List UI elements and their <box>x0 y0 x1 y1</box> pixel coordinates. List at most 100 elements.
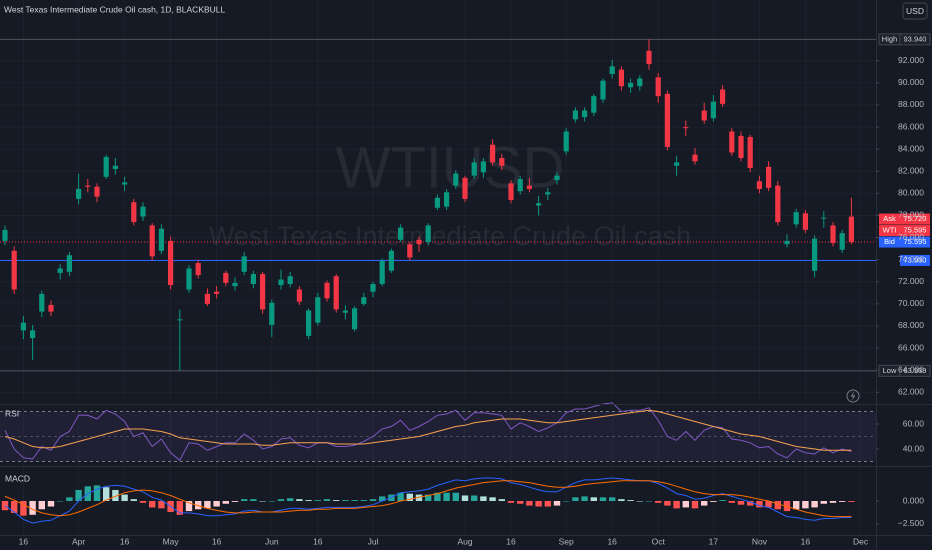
candle-body <box>747 137 753 168</box>
y-tick-label: 60.00 <box>903 418 925 428</box>
candle-body <box>637 78 643 87</box>
macd-histogram-bar <box>590 497 597 501</box>
candle-body <box>66 255 72 272</box>
plot <box>0 38 876 524</box>
macd-histogram-bar <box>379 496 386 501</box>
x-tick-label: Nov <box>752 536 768 546</box>
price-tag-name: Ask <box>883 214 896 223</box>
macd-histogram-bar <box>204 501 211 509</box>
currency-button[interactable] <box>902 2 928 20</box>
candle-body <box>729 131 735 153</box>
macd-histogram-bar <box>756 501 763 508</box>
macd-histogram-bar <box>544 501 551 507</box>
candle-body <box>342 310 348 313</box>
macd-histogram-bar <box>66 497 73 501</box>
candle-body <box>103 156 109 177</box>
x-tick-label: 16 <box>212 536 222 546</box>
candle-body <box>480 161 486 173</box>
macd-histogram-bar <box>737 501 745 505</box>
candle-body <box>85 185 91 187</box>
macd-histogram-bar <box>655 501 662 503</box>
candle-body <box>683 127 689 129</box>
price-tag-box <box>899 33 931 46</box>
macd-histogram-bar <box>103 487 110 501</box>
macd-histogram-bar <box>20 501 27 516</box>
y-tick-label: −2.500 <box>898 518 925 528</box>
macd-histogram-bar <box>618 499 625 501</box>
macd-histogram-bar <box>176 501 183 515</box>
candle-body <box>766 166 772 188</box>
macd-histogram-bar <box>369 499 377 501</box>
macd-histogram-bar <box>112 489 119 501</box>
price-tags: Low 63.939 73.930 Bid 75.595 WTI 75.595 Ask 75.7… <box>878 33 931 377</box>
candle-body <box>131 202 137 223</box>
macd-histogram-bar <box>231 501 239 502</box>
candle-body <box>453 173 459 186</box>
macd-histogram-bar <box>397 492 404 501</box>
candle-body <box>30 330 36 339</box>
macd-histogram-bar <box>526 501 533 506</box>
candle-body <box>94 186 100 197</box>
alert-icon[interactable] <box>846 389 860 403</box>
price-tag-name-box <box>879 213 900 225</box>
macd-histogram-bar <box>599 497 607 501</box>
macd-histogram-bar <box>139 501 147 503</box>
candle-body <box>324 282 330 299</box>
y-tick-label: 82.000 <box>898 166 924 176</box>
alert-bolt <box>850 391 856 401</box>
candle-body <box>352 308 358 330</box>
x-tick-label: 17 <box>709 536 719 546</box>
macd-histogram-bar <box>75 489 82 501</box>
price-tag-box <box>900 254 930 266</box>
macd-histogram-bar <box>471 495 478 501</box>
candle-body <box>186 268 192 290</box>
macd-histogram-bar <box>728 501 735 503</box>
x-tick-label: Apr <box>72 536 85 546</box>
rsi-line <box>4 402 852 462</box>
candle-body <box>582 110 588 118</box>
macd-histogram-bar <box>434 492 441 501</box>
y-tick-label: 90.000 <box>898 77 924 87</box>
macd-histogram-bar <box>811 501 818 508</box>
x-tick-label: 16 <box>506 536 516 546</box>
macd-histogram-bar <box>443 492 450 501</box>
macd-histogram-bar <box>517 501 524 504</box>
macd-histogram-bar <box>627 500 634 501</box>
y-tick-label: 92.000 <box>898 55 924 65</box>
y-tick-label: 66.000 <box>898 342 924 352</box>
candle-body <box>526 185 532 189</box>
candle-body <box>692 154 698 162</box>
macd-histogram-bar <box>609 497 616 501</box>
x-tick-label: 16 <box>313 536 323 546</box>
candle-body <box>646 50 652 65</box>
candle-body <box>775 185 781 223</box>
macd-histogram-bar <box>691 501 699 509</box>
price-tag-value: 75.720 <box>904 214 927 223</box>
y-tick-label: 40.00 <box>903 443 925 453</box>
macd-histogram-bar <box>839 501 846 502</box>
candle-body <box>563 131 569 152</box>
candle-body <box>57 268 63 273</box>
candle-body <box>848 216 854 243</box>
macd-histogram-bar <box>489 497 496 501</box>
price-tag-box <box>900 236 930 248</box>
candle-body <box>158 228 164 251</box>
macd-histogram-bar <box>636 501 643 502</box>
candle-body <box>471 162 477 176</box>
candle-body <box>628 82 634 88</box>
candle-body <box>793 212 799 225</box>
candle-body <box>407 244 413 258</box>
macd-histogram-bar <box>406 493 413 501</box>
macd-histogram-bar <box>701 501 708 506</box>
macd-histogram-bar <box>563 501 570 502</box>
candle-body <box>361 297 367 304</box>
macd-histogram-bar <box>342 500 349 501</box>
macd-label: MACD <box>5 473 30 483</box>
candle-body <box>812 238 818 271</box>
x-tick-label: 16 <box>607 536 617 546</box>
macd-histogram-bar <box>793 501 800 510</box>
candle-body <box>830 225 836 244</box>
macd-histogram-bar <box>259 501 266 502</box>
y-tick-label: 74.000 <box>898 254 924 264</box>
candle-body <box>168 240 174 286</box>
